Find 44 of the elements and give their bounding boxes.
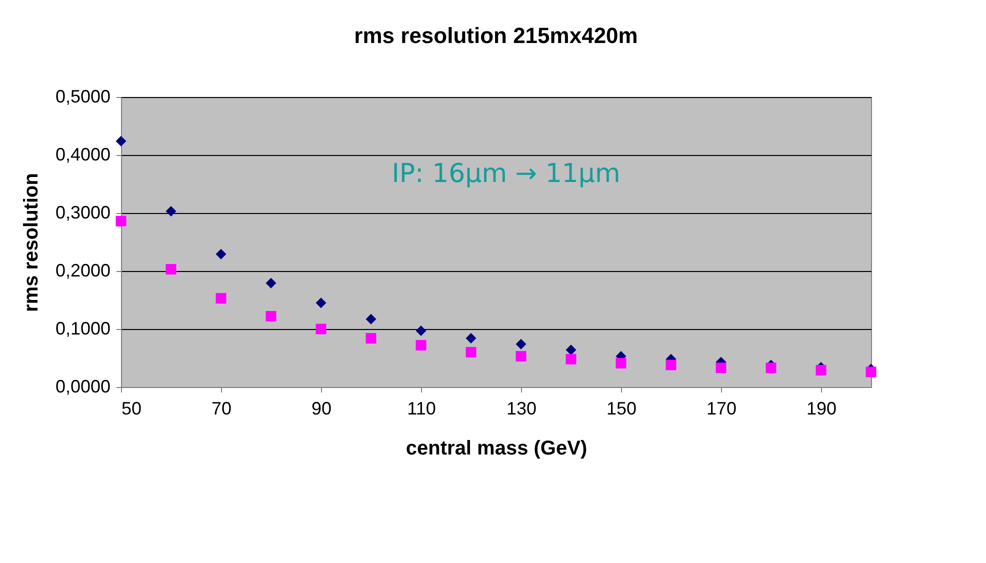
point [366,333,376,344]
x-tick-label: 50 [122,398,142,418]
point [766,362,776,374]
y-tick-label: 0,4000 [55,144,110,164]
point [266,310,276,322]
y-tick-label: 0,5000 [55,86,110,106]
x-tick-label: 110 [407,398,436,418]
x-tick-label: 190 [806,398,837,418]
point [116,136,126,146]
x-tick-label: 70 [211,398,232,418]
point [816,364,826,376]
point [566,354,576,364]
x-tick-label: 90 [311,398,332,418]
y-tick-label: 0,2000 [55,260,110,280]
point [316,298,326,308]
point [216,248,226,260]
chart-title: rms resolution 215mx420m [354,23,638,48]
point [666,360,676,370]
annotation: IP: 16µm → 11µm [392,159,620,189]
y-tick-label: 0,0000 [55,376,110,396]
point [716,362,726,374]
point [516,351,526,362]
x-tick-label: 130 [506,398,537,418]
point [166,206,176,217]
point [316,324,326,334]
y-tick-label: 0,1000 [55,318,110,338]
point [416,325,426,336]
point [416,340,426,350]
point [116,216,126,226]
x-tick-label: 150 [606,398,637,418]
point [266,278,276,288]
x-axis-title: central mass (GeV) [406,438,588,460]
point [866,366,876,378]
point [216,293,226,304]
point [166,264,176,275]
point [566,344,576,356]
y-axis-title: rms resolution [20,173,42,312]
x-tick-label: 170 [706,398,737,418]
y-tick-label: 0,3000 [55,202,110,222]
point [466,346,476,358]
point [616,358,626,368]
point [366,314,376,324]
point [516,338,526,350]
point [466,333,476,344]
